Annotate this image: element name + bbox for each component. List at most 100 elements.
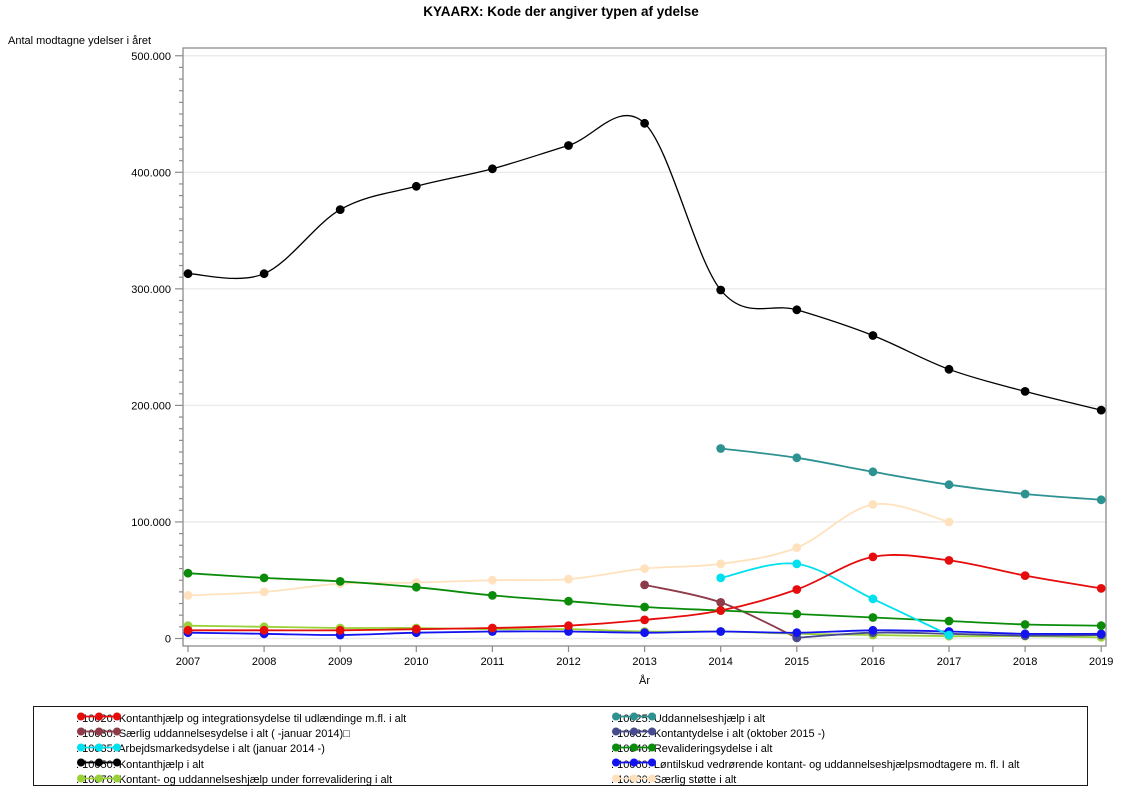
series-point-10020 — [411, 624, 421, 634]
legend-marker-icon — [77, 727, 121, 736]
series-point-10060 — [868, 625, 878, 635]
legend-item-label: . 10020: Kontanthjælp og integrationsyde… — [76, 712, 407, 725]
y-tick-label: 400.000 — [131, 167, 171, 179]
legend-item-label: . 10030: Særlig uddannelsesydelse i alt … — [76, 727, 350, 740]
legend-item-10040: . 10040: Revalideringsydelse i alt — [611, 742, 772, 757]
series-point-10050 — [1020, 387, 1030, 396]
plot-frame — [182, 47, 1107, 647]
series-point-10050 — [640, 118, 649, 128]
series-point-10040 — [335, 577, 345, 586]
series-point-10025 — [716, 444, 726, 453]
legend-marker-icon — [612, 758, 656, 767]
series-point-10020 — [335, 625, 345, 635]
series-point-10040 — [411, 582, 421, 592]
x-tick-label: 2014 — [708, 656, 732, 668]
legend-marker-icon — [612, 774, 656, 783]
legend-item-label: . 10070: Kontant- og uddannelseshjælp un… — [76, 774, 393, 787]
series-point-10020 — [488, 623, 497, 633]
series-point-10050 — [488, 164, 497, 174]
x-tick-label: 2019 — [1089, 656, 1113, 668]
series-point-10025 — [944, 480, 954, 490]
series-point-10080 — [183, 591, 193, 600]
series-point-10060 — [1020, 629, 1030, 639]
series-point-10035 — [868, 594, 878, 604]
series-point-10080 — [259, 587, 269, 597]
y-axis-title: Antal modtagne ydelser i året — [8, 35, 152, 47]
series-point-10020 — [564, 621, 573, 631]
y-tick-label: 300.000 — [131, 284, 171, 296]
series-point-10050 — [1096, 405, 1106, 415]
legend-item-label: . 10050: Kontanthjælp i alt — [76, 758, 204, 771]
series-point-10030 — [716, 598, 726, 607]
series-point-10080 — [944, 517, 954, 527]
x-tick-label: 2018 — [1013, 656, 1037, 668]
legend-item-10070: . 10070: Kontant- og uddannelseshjælp un… — [76, 773, 392, 788]
legend-item-10060: . 10060: Løntilskud vedrørende kontant- … — [611, 757, 1019, 772]
y-tick-label: 200.000 — [131, 400, 171, 412]
series-point-10025 — [1020, 489, 1030, 499]
series-point-10050 — [259, 269, 269, 279]
x-tick-label: 2011 — [481, 656, 505, 668]
series-line-10035 — [720, 562, 950, 636]
series-point-10040 — [868, 613, 878, 622]
series-point-10020 — [792, 585, 802, 594]
series-point-10040 — [640, 602, 649, 612]
series-point-10040 — [259, 573, 269, 583]
x-tick-label: 2013 — [632, 656, 656, 668]
series-point-10060 — [1096, 629, 1106, 639]
x-tick-label: 2015 — [785, 656, 809, 668]
series-point-10050 — [792, 305, 802, 315]
legend-item-10025: . 10025: Uddannelseshjælp i alt — [611, 711, 765, 726]
series-point-10030 — [640, 580, 649, 590]
series-point-10025 — [868, 467, 878, 477]
plot-area: 0 100.000 200.000 300.000 400.000 500.000 2007… — [131, 47, 1113, 668]
series-point-10025 — [1096, 495, 1106, 505]
legend-marker-icon — [77, 712, 121, 721]
series-point-10020 — [1020, 571, 1030, 580]
legend-item-label: . 10035: Arbejdsmarkedsydelse i alt (jan… — [76, 743, 325, 756]
series-point-10035 — [716, 573, 726, 583]
legend-item-10030: . 10030: Særlig uddannelsesydelse i alt … — [76, 726, 350, 741]
series-point-10020 — [259, 625, 269, 635]
x-tick-label: 2008 — [252, 656, 276, 668]
legend-item-label: . 10060: Løntilskud vedrørende kontant- … — [611, 758, 1020, 771]
series-line-10050 — [187, 115, 1102, 411]
series-point-10020 — [640, 615, 649, 625]
series-point-10050 — [868, 331, 878, 340]
series-point-10050 — [716, 285, 726, 295]
series-point-10035 — [792, 559, 802, 569]
x-axis-title: År — [639, 675, 650, 687]
series-point-10080 — [564, 574, 573, 584]
legend-marker-icon — [77, 774, 121, 783]
x-tick-label: 2009 — [328, 656, 352, 668]
legend-item-10080: . 10080: Særlig støtte i alt — [611, 773, 736, 788]
series-point-10040 — [488, 591, 497, 600]
series-point-10025 — [792, 453, 802, 463]
series-point-10020 — [944, 556, 954, 565]
series-point-10050 — [335, 205, 345, 215]
legend-item-10032: . 10032: Kontantydelse i alt (oktober 20… — [611, 726, 825, 741]
legend-marker-icon — [77, 758, 121, 767]
x-tick-label: 2012 — [556, 656, 580, 668]
legend-marker-icon — [612, 712, 656, 721]
series-point-10080 — [716, 559, 726, 569]
x-tick-label: 2010 — [404, 656, 428, 668]
legend-item-10020: . 10020: Kontanthjælp og integrationsyde… — [76, 711, 406, 726]
series-point-10050 — [183, 269, 193, 279]
series-line-10025 — [720, 447, 1102, 501]
x-tick-label: 2016 — [861, 656, 885, 668]
series-point-10080 — [640, 564, 649, 573]
legend-item-10050: . 10050: Kontanthjælp i alt — [76, 757, 204, 772]
x-tick-label: 2017 — [937, 656, 961, 668]
series-point-10050 — [564, 141, 573, 150]
series-point-10040 — [792, 609, 802, 619]
chart-title: KYAARX: Kode der angiver typen af ydelse — [423, 4, 699, 19]
series-point-10080 — [792, 543, 802, 552]
y-tick-label: 0 — [165, 634, 171, 646]
series-point-10020 — [868, 552, 878, 562]
series-point-10040 — [564, 596, 573, 606]
series-point-10050 — [944, 364, 954, 374]
series-point-10060 — [792, 628, 802, 638]
legend-item-label: . 10080: Særlig støtte i alt — [611, 774, 737, 787]
